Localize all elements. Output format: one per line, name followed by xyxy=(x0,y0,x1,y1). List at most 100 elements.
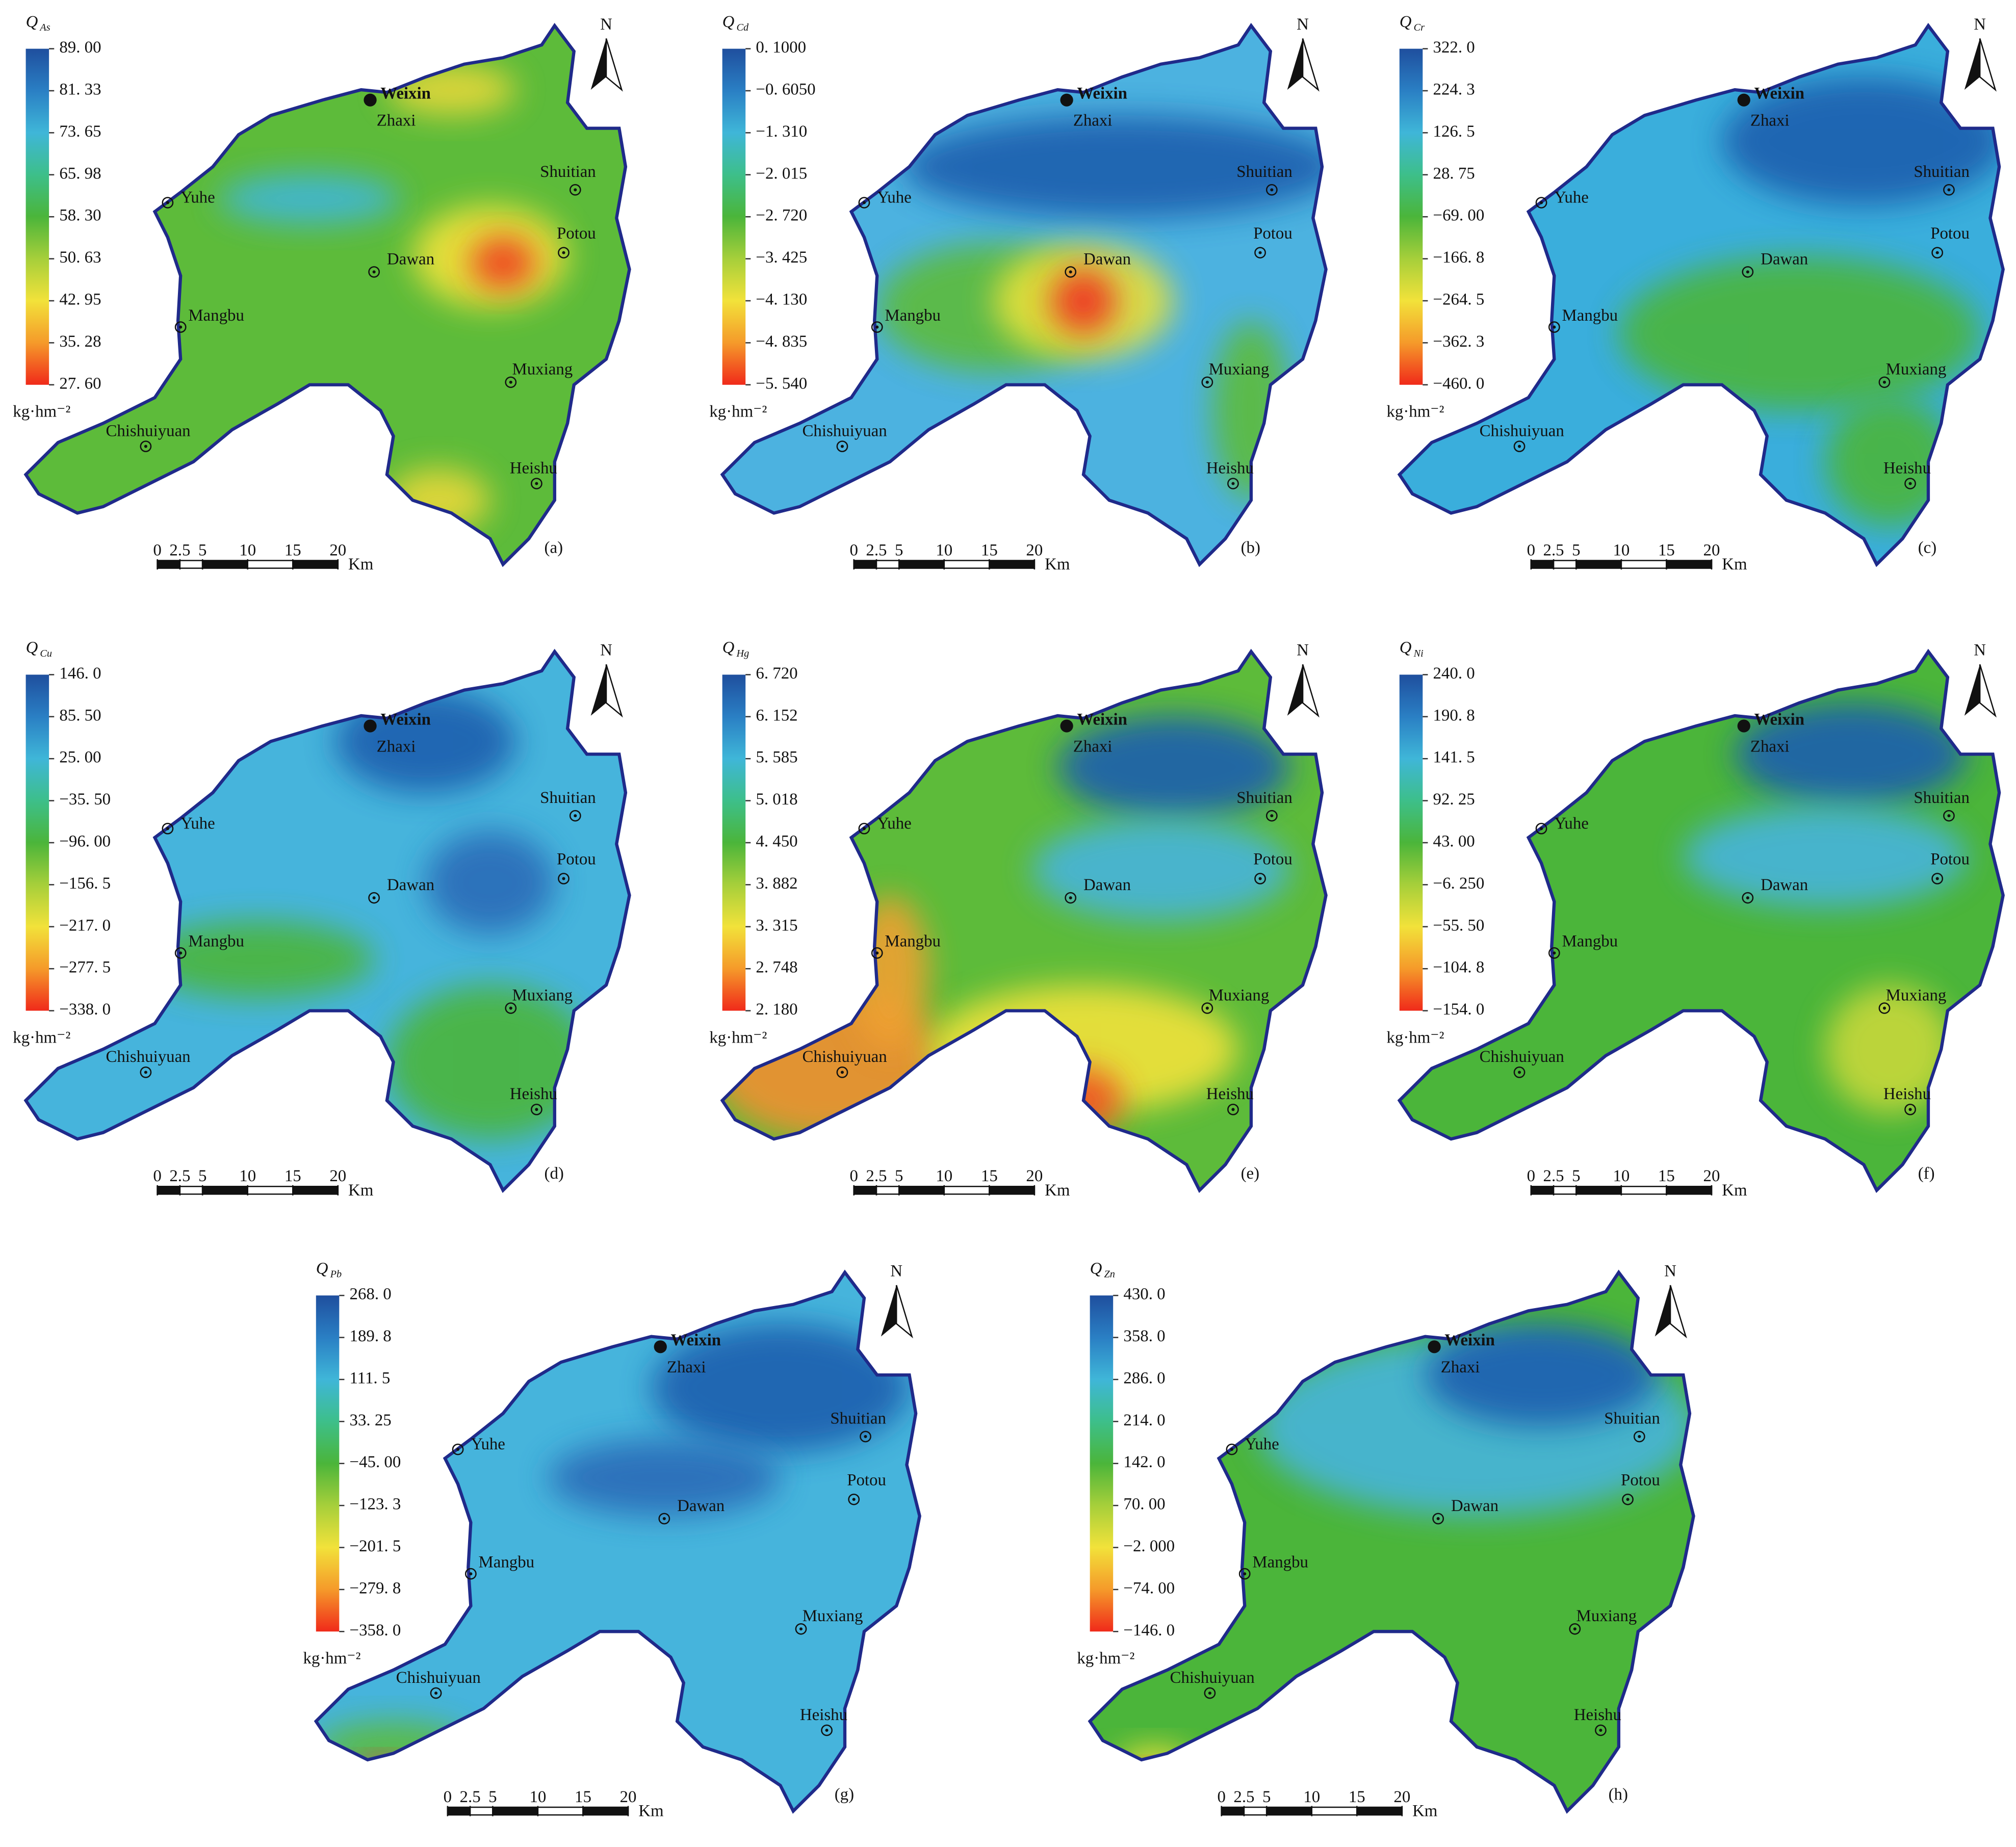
town-marker xyxy=(1205,380,1209,384)
town-marker xyxy=(1065,892,1077,904)
legend-label: −69. 00 xyxy=(1433,206,1485,225)
town-marker xyxy=(452,1443,464,1455)
place-name: Yuhe xyxy=(1554,189,1589,207)
scale-segment xyxy=(201,560,248,569)
legend-subscript: Cu xyxy=(40,648,52,659)
place-name: Dawan xyxy=(387,876,434,894)
map-panel: Q Hg 6. 720 6. 152 5. 585 5. 018 4. 450 3. 882 3… xyxy=(709,639,1328,1200)
legend-label: 58. 30 xyxy=(59,206,101,225)
map-zone xyxy=(1145,1764,1177,1786)
scale-segment xyxy=(469,1806,494,1816)
town-marker xyxy=(1553,325,1556,329)
town-marker xyxy=(1638,1435,1641,1438)
scale-label: 15 xyxy=(981,1167,998,1185)
place-name: Dawan xyxy=(677,1497,725,1515)
scale-unit: Km xyxy=(348,555,373,574)
town-marker xyxy=(1742,266,1754,278)
legend-subscript: Zn xyxy=(1104,1269,1115,1280)
town-marker xyxy=(836,1066,848,1078)
town-marker xyxy=(364,719,377,733)
map-zone xyxy=(471,237,535,289)
legend-label: −3. 425 xyxy=(756,248,807,267)
north-arrow xyxy=(1287,664,1303,716)
place-name: Zhaxi xyxy=(377,737,416,756)
town-marker xyxy=(558,247,570,258)
town-marker xyxy=(1548,321,1560,333)
town-marker xyxy=(662,1517,666,1520)
scale-label: 15 xyxy=(1658,541,1675,559)
scale-segment xyxy=(943,1186,990,1195)
map-zone xyxy=(386,468,490,533)
map-panel: Q Cd 0. 1000 −0. 6050 −1. 310 −2. 015 −2. 720 −… xyxy=(709,13,1328,574)
town-marker xyxy=(509,1006,512,1010)
scale-label: 10 xyxy=(1613,1167,1630,1185)
legend-label: −362. 3 xyxy=(1433,332,1485,351)
town-marker xyxy=(1060,93,1073,107)
legend-label: 240. 0 xyxy=(1433,664,1475,683)
place-name: Zhaxi xyxy=(377,112,416,130)
legend-label: −1. 310 xyxy=(756,122,807,141)
scale-label: 20 xyxy=(329,1167,346,1185)
north-arrow xyxy=(1287,38,1303,90)
town-marker xyxy=(795,1623,807,1635)
legend-label: −45. 00 xyxy=(350,1453,401,1471)
scale-segment xyxy=(1620,560,1667,569)
place-name: Potou xyxy=(1253,224,1293,243)
map-zone xyxy=(1031,818,1290,921)
legend-unit: kg·hm⁻² xyxy=(13,403,70,421)
town-marker xyxy=(1878,376,1891,388)
town-marker xyxy=(1931,873,1944,885)
town-marker xyxy=(464,1568,477,1580)
town-marker xyxy=(1205,1006,1209,1010)
legend-label: 70. 00 xyxy=(1123,1495,1165,1514)
town-marker xyxy=(144,1071,147,1074)
town-marker xyxy=(469,1572,473,1576)
colorbar xyxy=(1399,674,1423,1011)
town-marker xyxy=(1633,1430,1645,1443)
scale-label: 15 xyxy=(575,1788,591,1806)
legend-label: 3. 315 xyxy=(756,916,797,934)
town-marker xyxy=(1227,478,1239,489)
legend-label: −264. 5 xyxy=(1433,291,1485,309)
place-name: Shuitian xyxy=(1914,789,1970,807)
legend-label: 322. 0 xyxy=(1433,38,1475,57)
legend-label: 358. 0 xyxy=(1123,1327,1165,1345)
town-marker xyxy=(530,1103,542,1115)
town-marker xyxy=(574,188,577,192)
town-marker xyxy=(1265,184,1278,196)
place-name: Heishu xyxy=(1883,459,1931,477)
legend-label: 430. 0 xyxy=(1123,1285,1165,1304)
town-marker xyxy=(1258,251,1262,254)
town-marker xyxy=(1947,188,1951,192)
town-marker xyxy=(852,1498,856,1501)
north-arrow xyxy=(605,664,623,718)
town-marker xyxy=(1935,251,1939,254)
town-marker xyxy=(1270,814,1274,818)
town-marker xyxy=(1230,1448,1233,1451)
town-marker xyxy=(862,201,866,204)
town-marker xyxy=(162,197,174,209)
legend-subscript: Cd xyxy=(736,22,749,33)
scale-label: 20 xyxy=(1703,541,1720,559)
map-outline xyxy=(1397,22,2005,567)
place-name: Dawan xyxy=(387,250,434,268)
town-marker xyxy=(1595,1724,1607,1736)
panel-label: (d) xyxy=(545,1164,564,1183)
town-marker xyxy=(1265,810,1278,822)
legend-label: 4. 450 xyxy=(756,833,797,851)
legend-label: −156. 5 xyxy=(59,874,111,893)
town-marker xyxy=(1935,877,1939,880)
town-marker xyxy=(1878,1002,1891,1014)
legend-label: 190. 8 xyxy=(1433,706,1475,724)
panel-label: (b) xyxy=(1241,538,1260,557)
place-name: Chishuiyuan xyxy=(803,422,887,440)
scale-label: 5 xyxy=(1262,1788,1271,1806)
legend-label: −4. 835 xyxy=(756,332,807,351)
scale-label: 20 xyxy=(1703,1167,1720,1185)
town-marker xyxy=(1535,197,1547,209)
legend-label: 142. 0 xyxy=(1123,1453,1165,1471)
place-name: Zhaxi xyxy=(1750,737,1790,756)
north-label: N xyxy=(1664,1262,1676,1280)
place-name: Chishuiyuan xyxy=(1480,422,1564,440)
north-arrow xyxy=(1302,664,1320,718)
